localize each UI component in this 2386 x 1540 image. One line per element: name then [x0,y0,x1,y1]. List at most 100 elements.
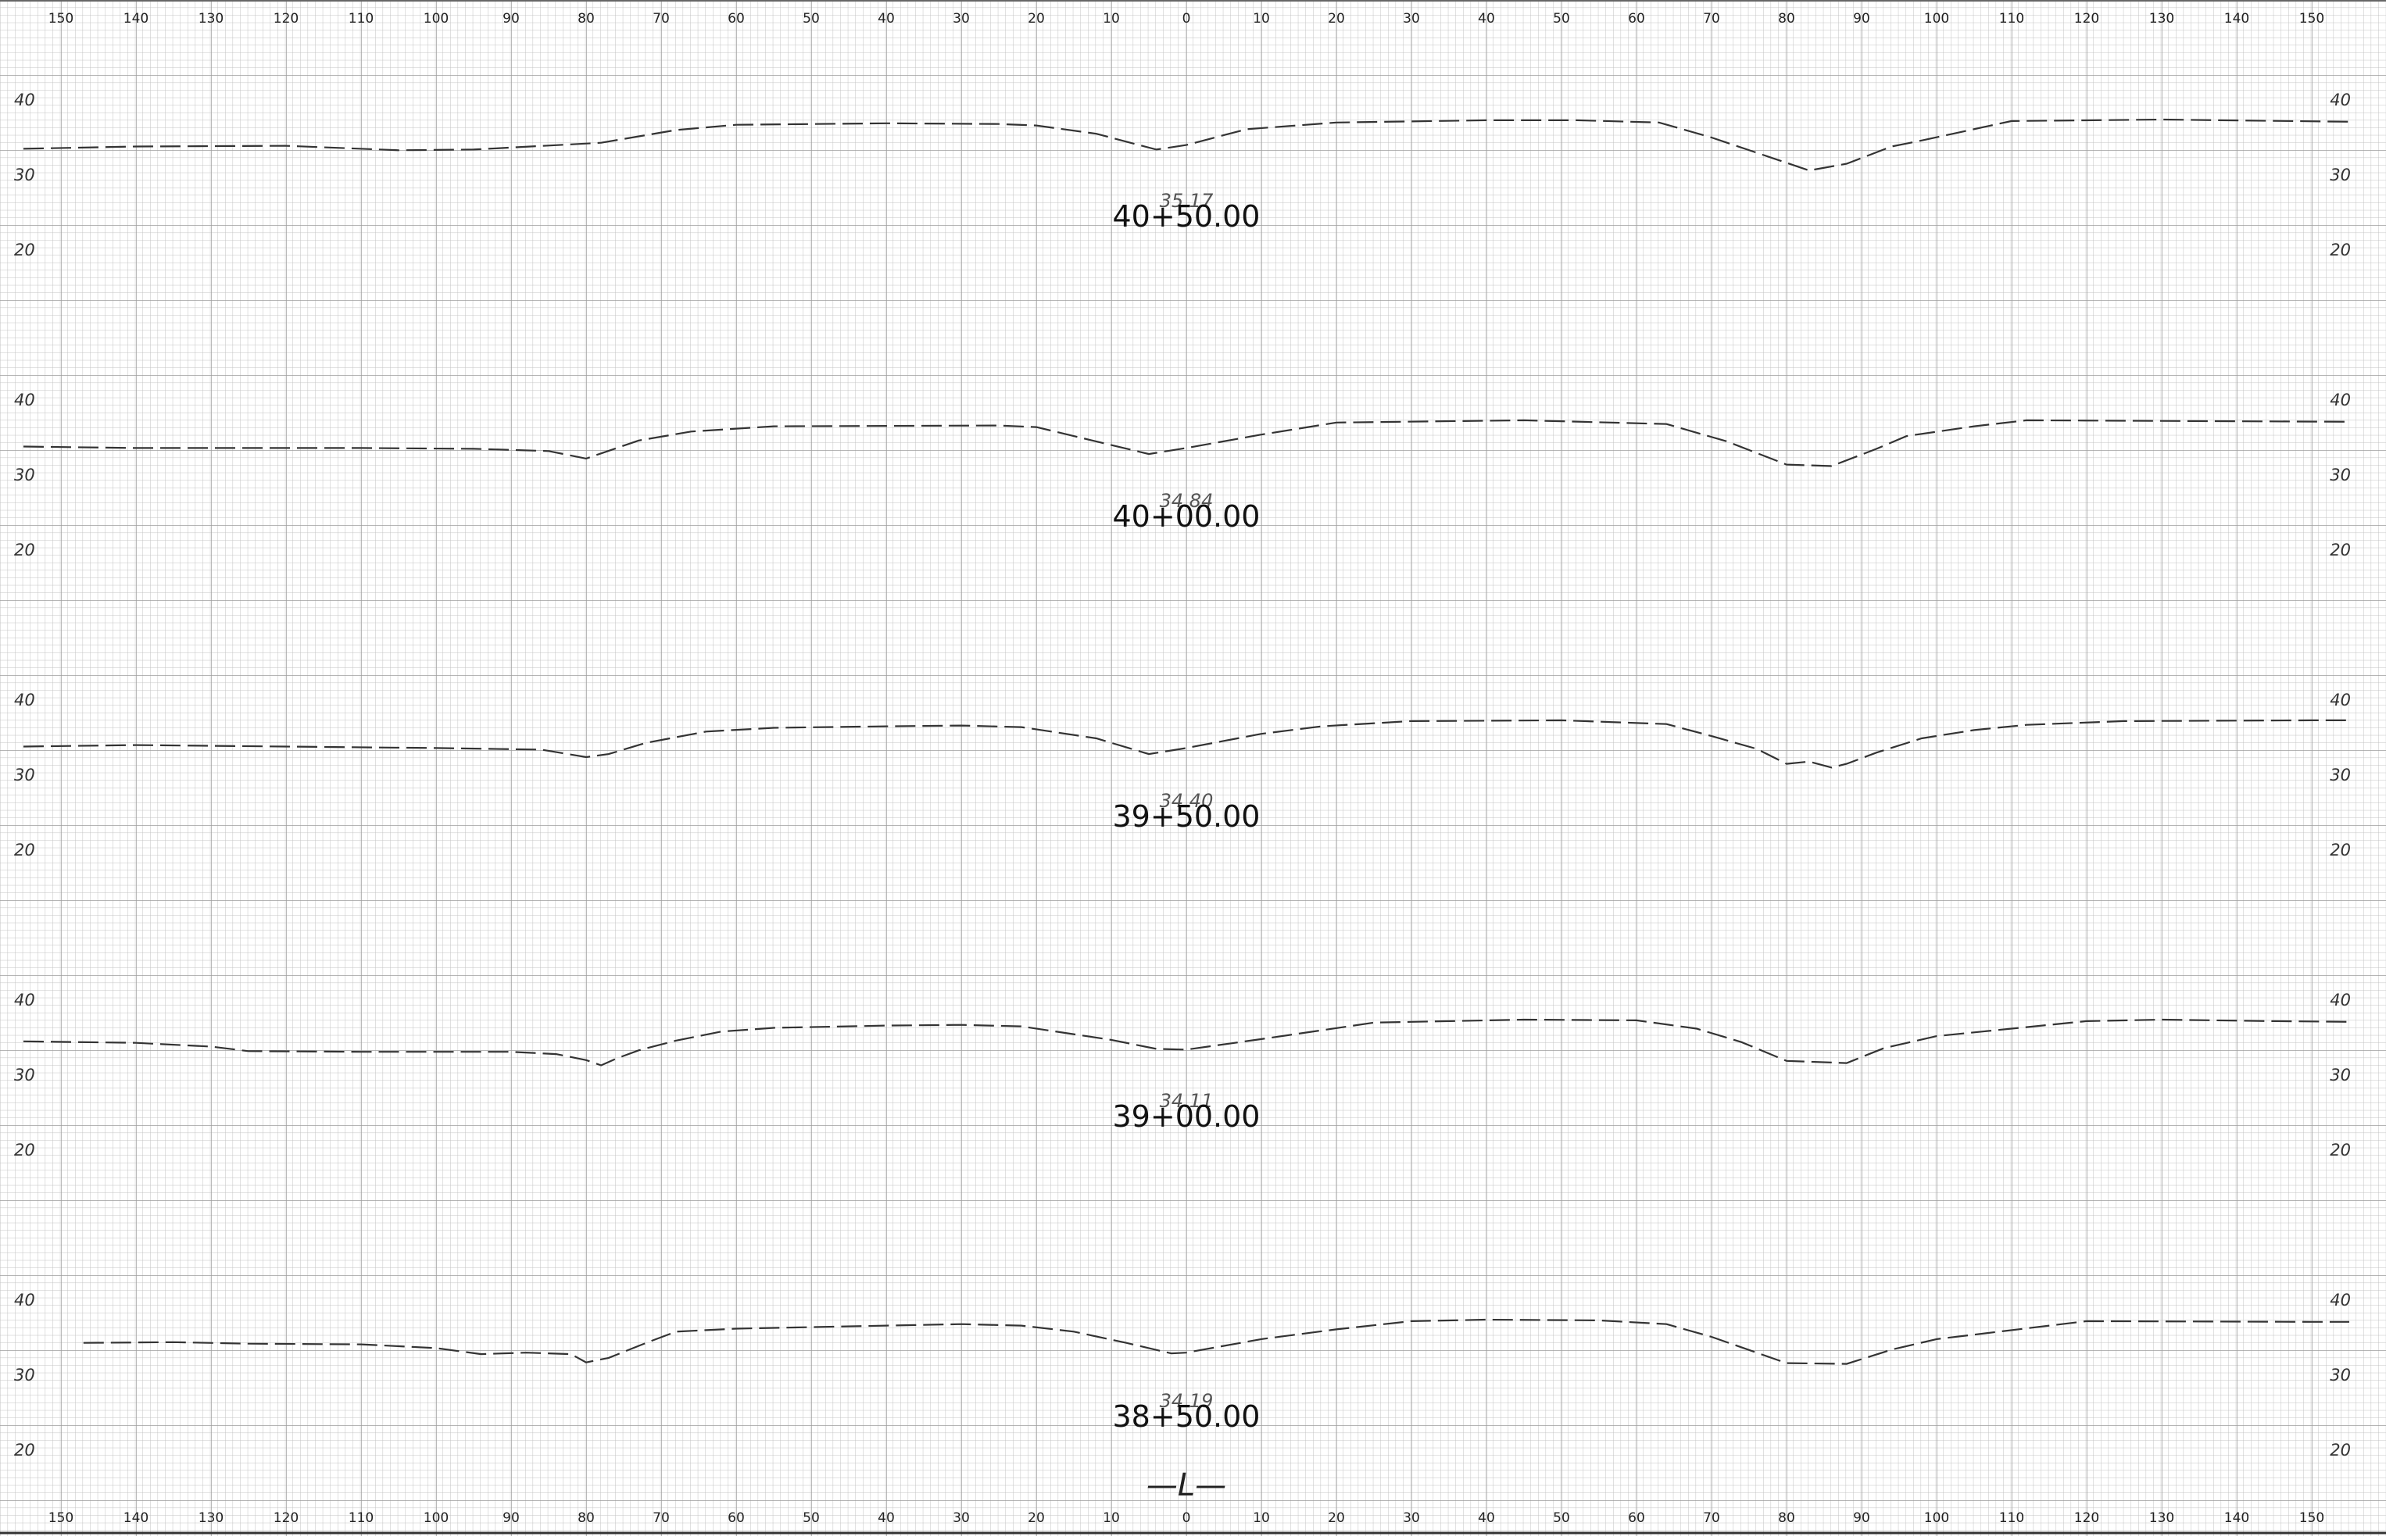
elevation-label-left: 20 [14,241,35,259]
centerline-marker: —L— [1146,1467,1226,1503]
offset-tick-label: 150 [2299,1510,2324,1526]
offset-tick-label: 80 [1778,1510,1795,1526]
offset-tick-label: 90 [1853,11,1870,27]
offset-tick-label: 60 [1628,11,1645,27]
offset-tick-label: 70 [653,1510,670,1526]
elevation-label-right: 30 [2330,1066,2351,1084]
offset-tick-label: 0 [1182,11,1191,27]
station-label: 38+50.00 [1113,1399,1261,1434]
elevation-label-right: 20 [2330,841,2351,859]
offset-tick-label: 120 [274,1510,299,1526]
elevation-label-right: 20 [2330,241,2351,259]
offset-tick-label: 20 [1328,1510,1345,1526]
offset-tick-label: 0 [1182,1510,1191,1526]
offset-tick-label: 50 [803,1510,820,1526]
offset-tick-label: 30 [1403,11,1420,27]
offset-tick-label: 10 [1103,1510,1120,1526]
offset-tick-label: 50 [803,11,820,27]
offset-tick-label: 130 [2149,11,2174,27]
offset-tick-label: 90 [1853,1510,1870,1526]
elevation-label-right: 20 [2330,541,2351,559]
offset-tick-label: 80 [578,11,595,27]
elevation-label-left: 30 [14,466,35,484]
offset-tick-label: 30 [953,11,970,27]
elevation-label-left: 30 [14,1366,35,1385]
elevation-label-left: 20 [14,841,35,859]
elevation-label-left: 40 [14,1291,35,1310]
offset-tick-label: 100 [424,11,449,27]
ground-profile-line [23,419,2350,467]
offset-tick-label: 120 [274,11,299,27]
elevation-label-right: 30 [2330,466,2351,484]
centerline-elevation: 34.19 [1160,1390,1214,1412]
bottom-offset-scale: 150 140 130 120 110 100 90 80 70 60 50 40 30 20 10 0 10 2… [48,1510,2324,1526]
offset-tick-label: 40 [878,1510,895,1526]
offset-tick-label: 130 [199,1510,224,1526]
ground-profile-line [23,719,2349,769]
offset-tick-label: 20 [1028,11,1045,27]
offset-tick-label: 110 [349,1510,374,1526]
offset-tick-label: 120 [2074,11,2099,27]
offset-tick-label: 20 [1028,1510,1045,1526]
elevation-label-right: 40 [2330,691,2351,709]
ground-profile-line [23,118,2350,172]
elevation-label-right: 40 [2330,391,2351,409]
elevation-label-left: 40 [14,91,35,109]
offset-tick-label: 100 [1924,11,1949,27]
offset-tick-label: 30 [953,1510,970,1526]
elevation-label-right: 40 [2330,991,2351,1009]
top-offset-scale: 150 140 130 120 110 100 90 80 70 60 50 40 30 20 10 0 10 2… [48,11,2324,27]
offset-tick-label: 40 [878,11,895,27]
centerline-elevation: 35.17 [1160,190,1214,212]
centerline-label: —L— [1146,1467,1226,1503]
station-label: 40+00.00 [1113,499,1261,534]
station-label: 39+50.00 [1113,799,1261,834]
offset-tick-label: 110 [349,11,374,27]
elevation-label-right: 20 [2330,1441,2351,1460]
elevation-label-left: 30 [14,766,35,784]
ground-profile-line [23,1018,2350,1067]
offset-tick-label: 140 [123,1510,148,1526]
offset-tick-label: 100 [1924,1510,1949,1526]
offset-tick-label: 140 [2224,1510,2249,1526]
offset-tick-label: 40 [1478,1510,1495,1526]
offset-tick-label: 50 [1553,11,1570,27]
elevation-label-left: 30 [14,1066,35,1084]
elevation-label-right: 30 [2330,166,2351,184]
offset-tick-label: 110 [1999,11,2024,27]
elevation-label-left: 40 [14,391,35,409]
offset-tick-label: 130 [199,11,224,27]
elevation-label-right: 30 [2330,1366,2351,1385]
offset-tick-label: 10 [1103,11,1120,27]
elevation-label-right: 40 [2330,91,2351,109]
elevation-label-left: 40 [14,991,35,1009]
offset-tick-label: 90 [503,1510,520,1526]
offset-tick-label: 10 [1253,1510,1270,1526]
offset-tick-label: 100 [424,1510,449,1526]
offset-tick-label: 130 [2149,1510,2174,1526]
elevation-label-left: 20 [14,541,35,559]
elevation-label-left: 20 [14,1141,35,1159]
station-label: 39+00.00 [1113,1099,1261,1134]
ground-profile-line [83,1318,2349,1365]
centerline-elevation: 34.84 [1160,490,1214,512]
offset-tick-label: 60 [1628,1510,1645,1526]
offset-tick-label: 150 [2299,11,2324,27]
offset-tick-label: 70 [653,11,670,27]
offset-tick-label: 140 [2224,11,2249,27]
centerline-elevation: 34.40 [1160,790,1214,812]
centerline-elevation: 34.11 [1160,1090,1214,1112]
offset-tick-label: 60 [728,1510,745,1526]
offset-tick-label: 70 [1703,11,1720,27]
offset-tick-label: 60 [728,11,745,27]
offset-tick-label: 20 [1328,11,1345,27]
station-label: 40+50.00 [1113,199,1261,234]
